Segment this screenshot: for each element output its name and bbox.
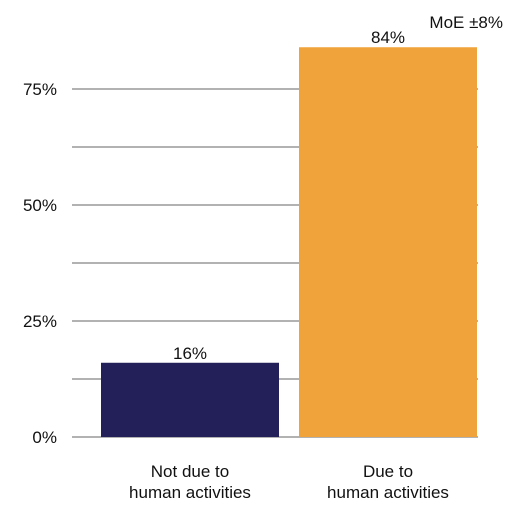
y-tick-label: 25%	[23, 312, 57, 331]
category-label: human activities	[129, 483, 251, 502]
y-tick-label: 0%	[32, 428, 57, 447]
y-tick-label: 75%	[23, 80, 57, 99]
margin-of-error-annotation: MoE ±8%	[429, 13, 503, 32]
category-label: human activities	[327, 483, 449, 502]
data-label: 16%	[173, 344, 207, 363]
category-label: Due to	[363, 462, 413, 481]
bar	[299, 47, 477, 438]
data-label: 84%	[371, 28, 405, 47]
y-tick-label: 50%	[23, 196, 57, 215]
label-layer: 0% 25% 50% 75% 16% Not due to human activities…	[23, 28, 449, 502]
category-label: Not due to	[151, 462, 229, 481]
bar-layer	[101, 47, 477, 438]
bar	[101, 362, 279, 437]
